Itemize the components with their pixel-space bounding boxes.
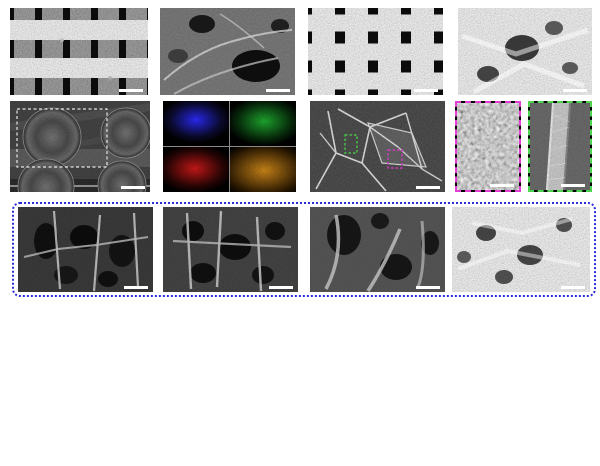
sem-texture bbox=[457, 103, 519, 190]
scale-bar bbox=[563, 88, 587, 92]
panel-j-time-series-border bbox=[12, 202, 596, 297]
scale-bar-line bbox=[561, 286, 585, 289]
element-distribution bbox=[163, 147, 229, 192]
element-distribution bbox=[163, 101, 229, 146]
scale-bar-line bbox=[121, 186, 145, 189]
panel-h-sem-porous-image bbox=[455, 101, 521, 192]
scale-bar-line bbox=[561, 184, 585, 187]
sem-texture bbox=[308, 8, 443, 95]
eds-map-nickel bbox=[230, 147, 296, 192]
scale-bar bbox=[561, 183, 585, 187]
scale-bar bbox=[416, 185, 440, 189]
scale-bar-line bbox=[414, 89, 438, 92]
element-distribution bbox=[230, 101, 296, 146]
sem-texture bbox=[10, 101, 150, 192]
sem-texture bbox=[530, 103, 590, 190]
scale-bar bbox=[269, 285, 293, 289]
scale-bar-line bbox=[266, 89, 290, 92]
scale-bar bbox=[490, 183, 514, 187]
sem-texture bbox=[458, 8, 592, 95]
scale-bar bbox=[414, 88, 438, 92]
scale-bar bbox=[119, 88, 143, 92]
scale-bar-line bbox=[119, 89, 143, 92]
panel-j-frame-180min bbox=[452, 207, 590, 292]
sem-texture bbox=[452, 207, 590, 292]
scale-bar-line bbox=[269, 286, 293, 289]
scale-bar bbox=[266, 88, 290, 92]
scale-bar-line bbox=[490, 184, 514, 187]
co2p-xps-plot bbox=[228, 308, 390, 448]
panel-i-sem-fiber-image bbox=[528, 101, 592, 192]
scale-bar bbox=[124, 285, 148, 289]
scale-bar bbox=[121, 185, 145, 189]
panel-b-sem-membrane-image bbox=[160, 8, 295, 95]
panel-g-sem-web-image bbox=[310, 101, 445, 192]
scale-bar-line bbox=[416, 186, 440, 189]
scale-bar-line bbox=[416, 286, 440, 289]
panel-e-sem-sideview-image bbox=[10, 101, 150, 192]
panel-c-sem-grid-image bbox=[308, 8, 443, 95]
sem-texture bbox=[10, 8, 148, 95]
sem-texture bbox=[160, 8, 295, 95]
panel-a-sem-grid-image bbox=[10, 8, 148, 95]
panel-f-eds-maps bbox=[163, 101, 296, 192]
eds-map-carbon bbox=[163, 101, 229, 146]
ni2p-xps-plot bbox=[418, 308, 593, 446]
scale-bar-line bbox=[124, 286, 148, 289]
eds-map-cobalt bbox=[163, 147, 229, 192]
scale-bar bbox=[416, 285, 440, 289]
xrd-plot bbox=[18, 314, 192, 448]
panel-d-sem-coral-image bbox=[458, 8, 592, 95]
scale-bar bbox=[561, 285, 585, 289]
scale-bar-line bbox=[563, 89, 587, 92]
element-distribution bbox=[230, 147, 296, 192]
sem-texture bbox=[310, 101, 445, 192]
eds-map-oxygen bbox=[230, 101, 296, 146]
